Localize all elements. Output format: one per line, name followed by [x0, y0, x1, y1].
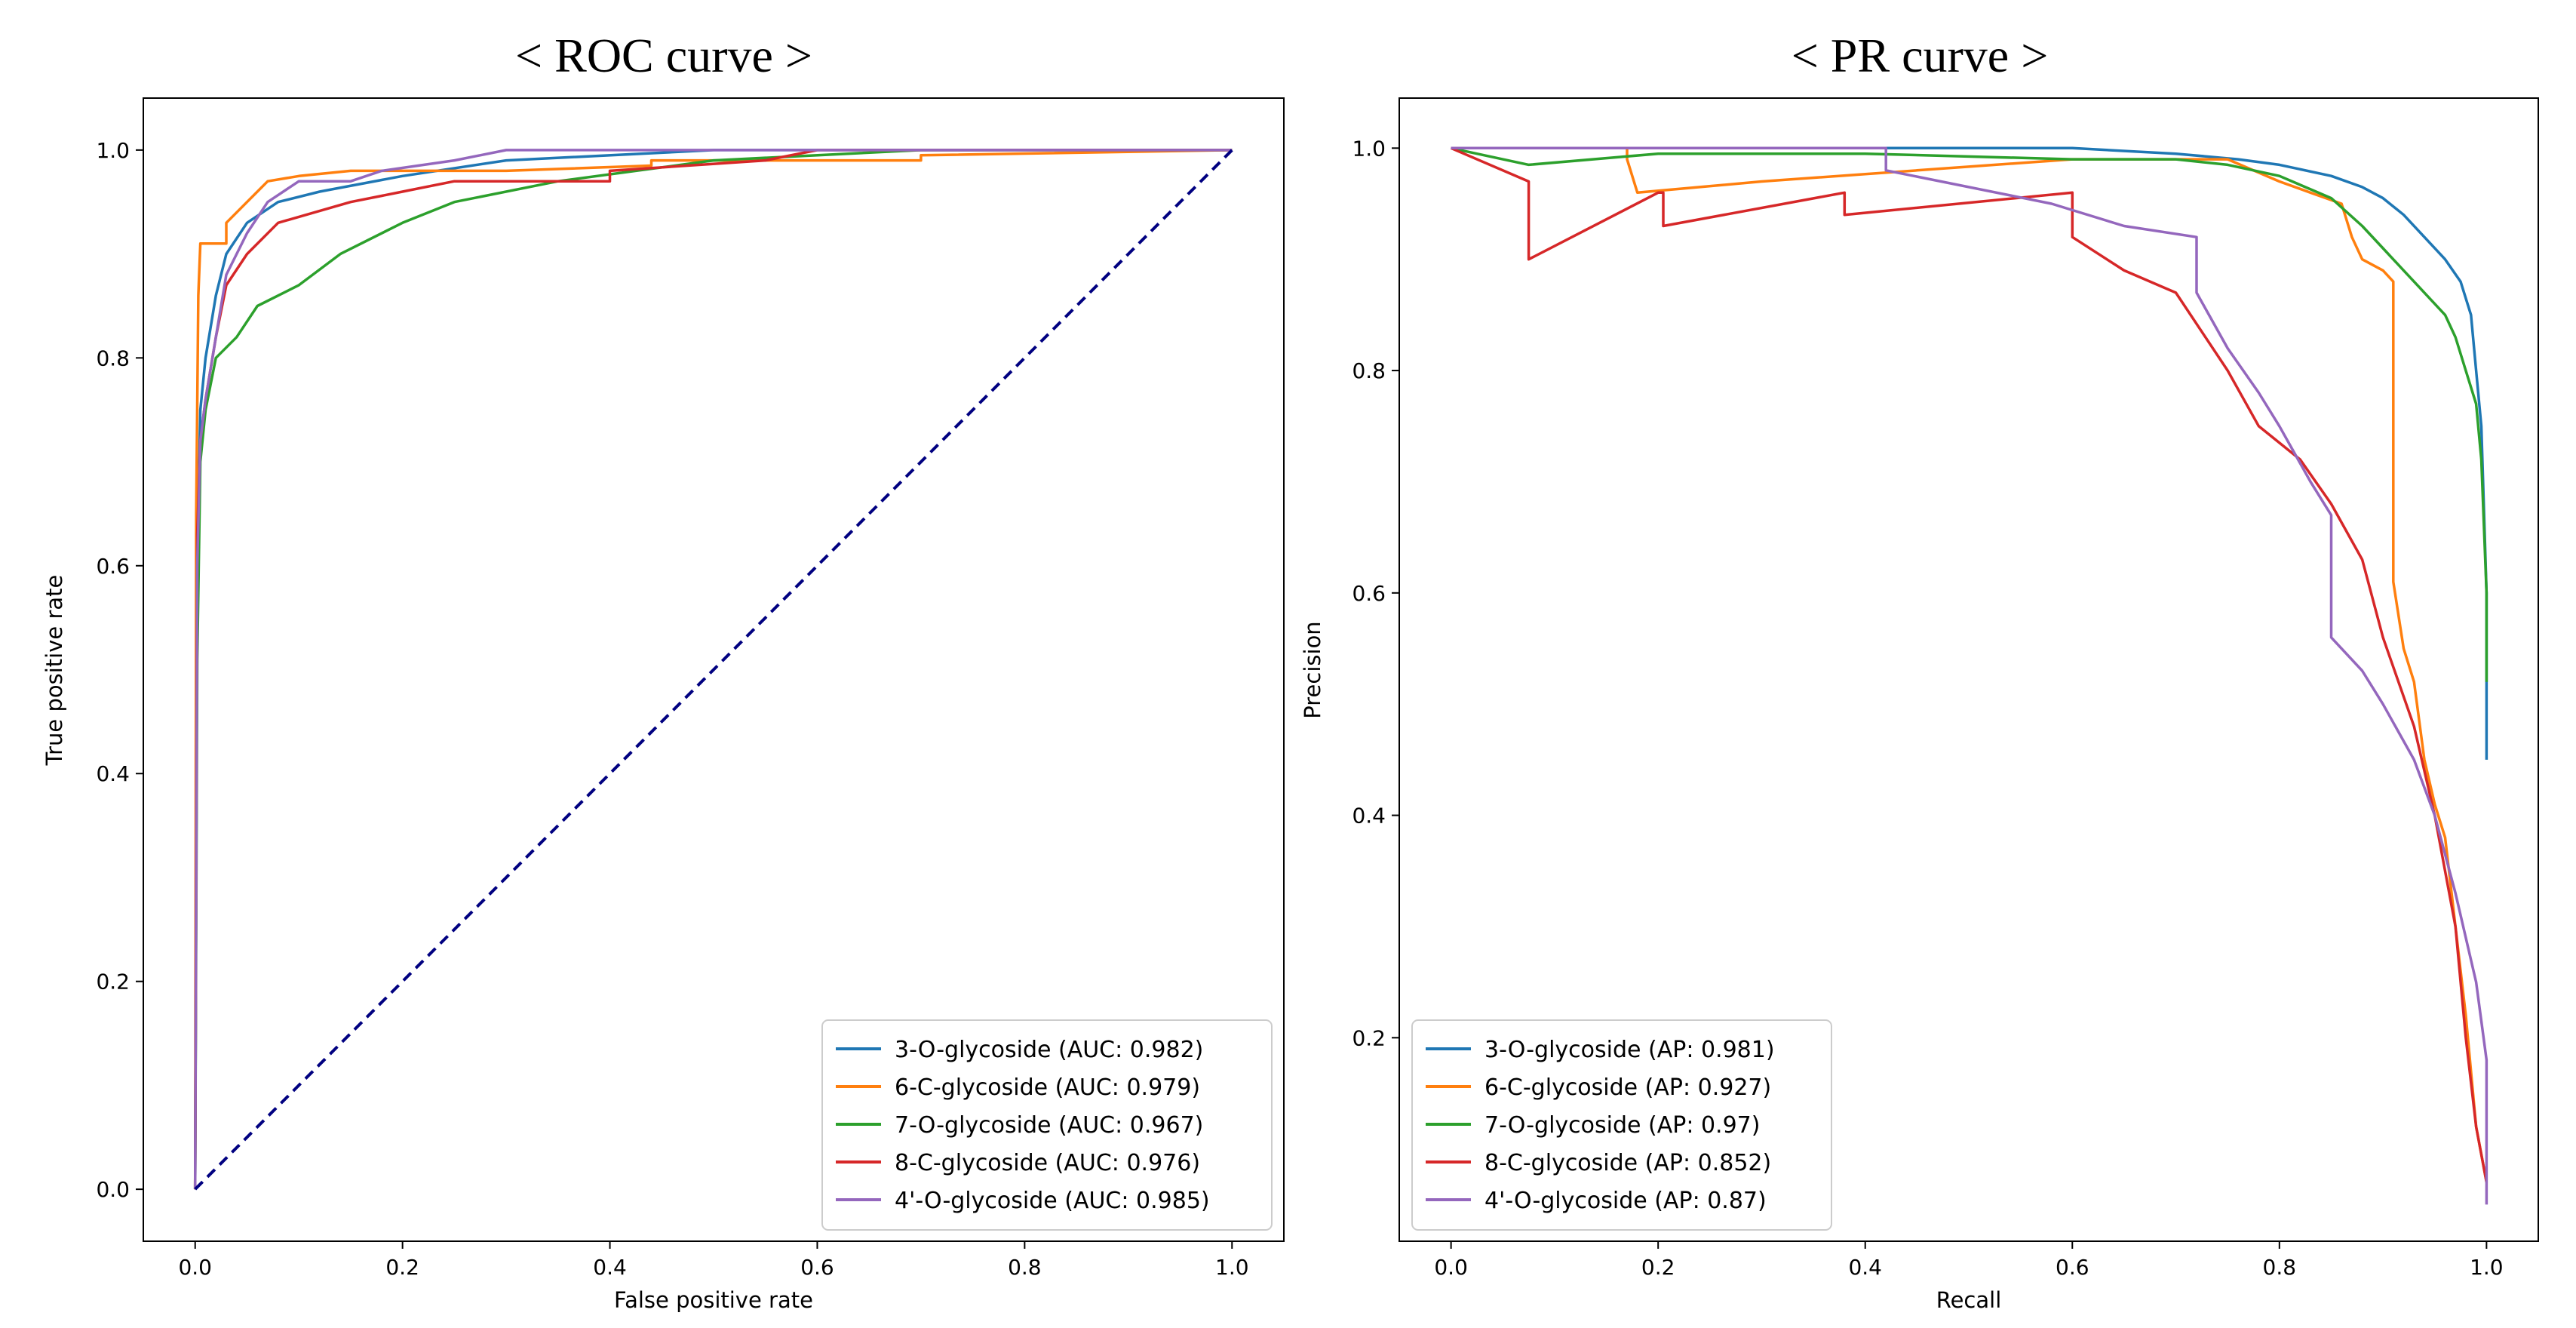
pr-legend-entry: 7-O-glycoside (AP: 0.97) [1485, 1112, 1760, 1139]
roc-legend-entry: 6-C-glycoside (AUC: 0.979) [895, 1074, 1200, 1101]
pr-series-line-1 [1451, 146, 2488, 760]
roc-series-line-2 [193, 149, 1233, 1190]
pr-x-tick-label: 0.2 [1641, 1255, 1675, 1280]
roc-x-tick-label: 0.4 [593, 1255, 627, 1280]
roc-x-tick-label: 0.8 [1008, 1255, 1042, 1280]
roc-title: < ROC curve > [515, 29, 812, 82]
pr-legend-entry: 3-O-glycoside (AP: 0.981) [1485, 1037, 1775, 1063]
pr-y-axis-label: Precision [1300, 621, 1325, 718]
pr-x-axis-label: Recall [1936, 1287, 2002, 1313]
roc-series-line-1 [193, 149, 1233, 1190]
pr-title: < PR curve > [1792, 29, 2049, 82]
pr-legend-entry: 6-C-glycoside (AP: 0.927) [1485, 1074, 1771, 1101]
pr-x-tick-label: 1.0 [2470, 1255, 2504, 1280]
pr-x-tick-label: 0.6 [2056, 1255, 2089, 1280]
pr-series-line-4 [1450, 146, 2488, 1183]
roc-legend-entry: 7-O-glycoside (AUC: 0.967) [895, 1112, 1203, 1139]
roc-legend: 3-O-glycoside (AUC: 0.982) 6-C-glycoside … [821, 1019, 1273, 1231]
roc-series-line-5 [193, 149, 1233, 1190]
pr-x-tick-label: 0.8 [2263, 1255, 2297, 1280]
roc-x-tick-label: 0.6 [800, 1255, 834, 1280]
roc-series-line-chance [194, 149, 1233, 1191]
pr-y-tick-label: 0.6 [1352, 581, 1386, 606]
pr-series-line-3 [1451, 146, 2488, 682]
roc-curves [193, 149, 1233, 1191]
pr-y-tick-label: 0.2 [1352, 1025, 1386, 1050]
roc-legend-entry: 3-O-glycoside (AUC: 0.982) [895, 1037, 1203, 1063]
roc-x-axis-label: False positive rate [614, 1287, 813, 1313]
roc-x-tick-label: 1.0 [1215, 1255, 1249, 1280]
pr-y-tick-label: 0.4 [1352, 804, 1386, 828]
roc-x-tick-label: 0.0 [178, 1255, 212, 1280]
roc-legend-entry: 4'-O-glycoside (AUC: 0.985) [895, 1188, 1210, 1214]
pr-ticks: 0.0 0.2 0.4 0.6 0.8 1.0 0.2 0.4 0.6 0.8 1.0 [1352, 136, 2503, 1280]
roc-y-tick-label: 0.0 [96, 1177, 130, 1202]
roc-panel: < ROC curve > 0.0 0.2 0.4 0.6 0.8 1.00.00.20.… [41, 29, 1285, 1313]
roc-x-tick-label: 0.2 [385, 1255, 419, 1280]
pr-legend-box [1411, 1019, 1832, 1231]
pr-curves [1450, 146, 2488, 1205]
roc-y-tick-label: 0.2 [96, 970, 130, 994]
roc-y-tick-label: 1.0 [96, 138, 130, 163]
pr-x-tick-label: 0.4 [1848, 1255, 1882, 1280]
pr-series-line-5 [1451, 146, 2488, 1205]
pr-plot-frame [1399, 97, 2539, 1242]
pr-legend-entry: 4'-O-glycoside (AP: 0.87) [1485, 1188, 1767, 1214]
pr-x-tick-label: 0.0 [1434, 1255, 1468, 1280]
roc-legend-entry: 8-C-glycoside (AUC: 0.976) [895, 1150, 1200, 1176]
roc-y-tick-label: 0.4 [96, 761, 130, 786]
pr-legend-entry: 8-C-glycoside (AP: 0.852) [1485, 1150, 1771, 1176]
roc-plot-frame [143, 97, 1285, 1242]
pr-legend: 3-O-glycoside (AP: 0.981) 6-C-glycoside (… [1411, 1019, 1832, 1231]
pr-y-tick-label: 1.0 [1352, 136, 1386, 161]
pr-series-line-2 [1451, 146, 2488, 1183]
roc-y-tick-label: 0.8 [96, 346, 130, 370]
roc-ticks: 0.0 0.2 0.4 0.6 0.8 1.0 0.0 0.2 0.4 0.6 0.8 1.0 [96, 138, 1248, 1280]
roc-legend-box [821, 1019, 1273, 1231]
roc-y-axis-label: True positive rate [41, 575, 67, 767]
roc-y-tick-label: 0.6 [96, 554, 130, 579]
pr-panel: < PR curve > 0.0 0.2 0.4 0.6 0.8 1.0 0.2 0.4 0.6… [1300, 29, 2539, 1313]
pr-y-tick-label: 0.8 [1352, 358, 1386, 383]
